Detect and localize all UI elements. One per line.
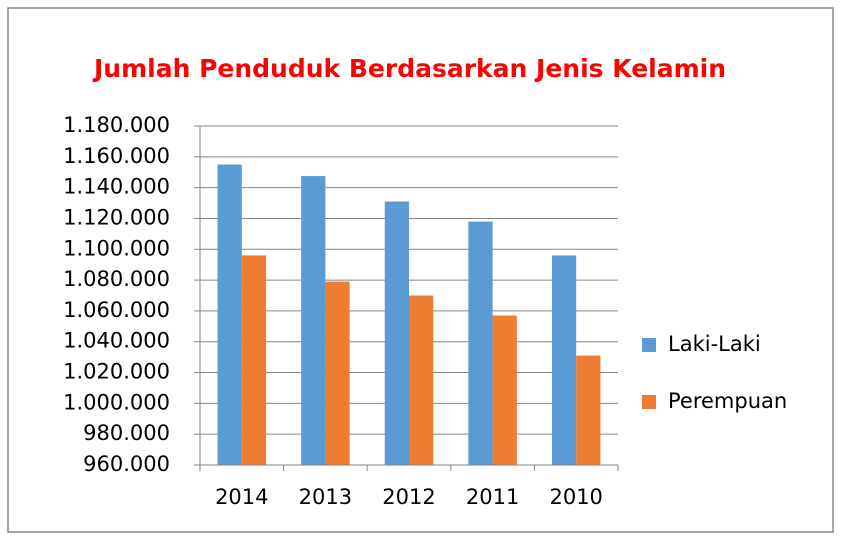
bar [409, 295, 434, 465]
x-tick-label: 2010 [549, 485, 602, 509]
y-tick-label: 1.160.000 [63, 144, 170, 168]
legend-swatch [642, 395, 656, 409]
chart-title: Jumlah Penduduk Berdasarkan Jenis Kelami… [92, 54, 726, 83]
y-tick-label: 1.080.000 [63, 267, 170, 291]
y-tick-label: 1.060.000 [63, 298, 170, 322]
x-tick-label: 2013 [299, 485, 352, 509]
x-tick-label: 2014 [215, 485, 268, 509]
bar [217, 164, 242, 466]
bar [468, 221, 493, 465]
bar [551, 255, 577, 465]
bar [241, 255, 267, 465]
y-tick-label: 1.120.000 [63, 205, 170, 229]
y-tick-label: 1.020.000 [63, 360, 170, 384]
y-tick-label: 960.000 [83, 452, 170, 476]
y-tick-label: 1.180.000 [63, 113, 170, 137]
bar [492, 315, 517, 465]
bar [384, 201, 409, 465]
x-tick-label: 2011 [466, 485, 519, 509]
y-tick-label: 1.000.000 [63, 390, 170, 414]
y-tick-label: 980.000 [83, 421, 170, 445]
legend-swatch [642, 338, 656, 352]
legend-label: Laki-Laki [668, 332, 761, 356]
legend-label: Perempuan [668, 389, 787, 413]
y-tick-label: 1.140.000 [63, 175, 170, 199]
x-tick-label: 2012 [382, 485, 435, 509]
y-tick-label: 1.100.000 [63, 236, 170, 260]
bar [576, 355, 601, 465]
y-tick-label: 1.040.000 [63, 329, 170, 353]
bar [325, 281, 350, 465]
bar [301, 176, 326, 466]
